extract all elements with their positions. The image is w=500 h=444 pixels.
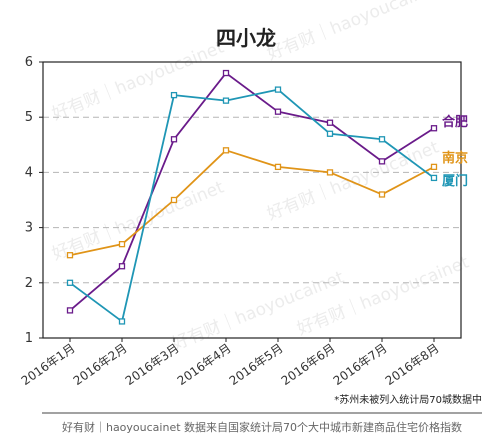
data-point — [222, 97, 230, 104]
watermark-text: 好有财｜haoyoucainet — [264, 0, 442, 65]
watermark-text: 好有财｜haoyoucainet — [264, 137, 442, 224]
data-point — [430, 125, 438, 132]
data-point — [170, 196, 178, 204]
data-point — [170, 136, 178, 143]
series-label: 南京 — [442, 150, 468, 166]
data-point — [222, 147, 230, 154]
y-tick-label: 5 — [25, 110, 33, 125]
data-point — [222, 69, 230, 77]
data-point — [326, 169, 334, 176]
data-point — [378, 136, 386, 143]
series-label: 厦门 — [442, 173, 468, 189]
data-point — [326, 130, 334, 137]
footnote: *苏州未被列入统计局70城数据中 — [334, 393, 482, 406]
data-point — [170, 91, 178, 99]
data-point — [66, 252, 74, 259]
y-tick-label: 2 — [25, 276, 33, 291]
x-tick-label: 2016年1月 — [19, 341, 78, 388]
data-point — [274, 163, 282, 171]
watermarks: 好有财｜haoyoucainet 好有财｜haoyoucainet 好有财｜haoy… — [49, 0, 472, 355]
x-tick-label: 2016年5月 — [227, 341, 286, 388]
x-tick-label: 2016年7月 — [331, 341, 390, 388]
series-lines — [66, 69, 438, 325]
data-point — [66, 307, 74, 314]
x-tick-label: 2016年8月 — [383, 341, 442, 388]
data-point — [430, 163, 438, 171]
data-point — [430, 174, 438, 182]
series-line — [69, 88, 435, 323]
data-point — [118, 241, 126, 248]
data-point — [378, 191, 386, 198]
plot-frame — [42, 61, 462, 339]
data-point — [118, 318, 126, 325]
source-credit: 好有财｜haoyoucainet 数据来自国家统计局70个大中城市新建商品住宅价… — [62, 420, 462, 434]
data-point — [378, 158, 386, 165]
grid-lines — [43, 116, 461, 284]
y-tick-label: 3 — [25, 221, 33, 236]
chart-title: 四小龙 — [216, 26, 276, 50]
axes — [42, 61, 462, 339]
y-tick-label: 6 — [25, 55, 33, 70]
series-line — [69, 149, 435, 257]
data-point — [274, 86, 282, 93]
y-tick-label: 4 — [25, 165, 33, 180]
y-tick-label: 1 — [25, 331, 33, 346]
data-point — [326, 119, 334, 126]
x-tick-label: 2016年6月 — [279, 341, 338, 388]
x-tick-label: 2016年2月 — [71, 341, 130, 388]
data-point — [274, 108, 282, 115]
series-label: 合肥 — [442, 114, 468, 130]
series-line — [69, 72, 435, 312]
data-point — [118, 263, 126, 270]
data-point — [66, 279, 74, 286]
x-tick-label: 2016年3月 — [123, 341, 182, 388]
watermark-text: 好有财｜haoyoucainet — [49, 37, 227, 124]
